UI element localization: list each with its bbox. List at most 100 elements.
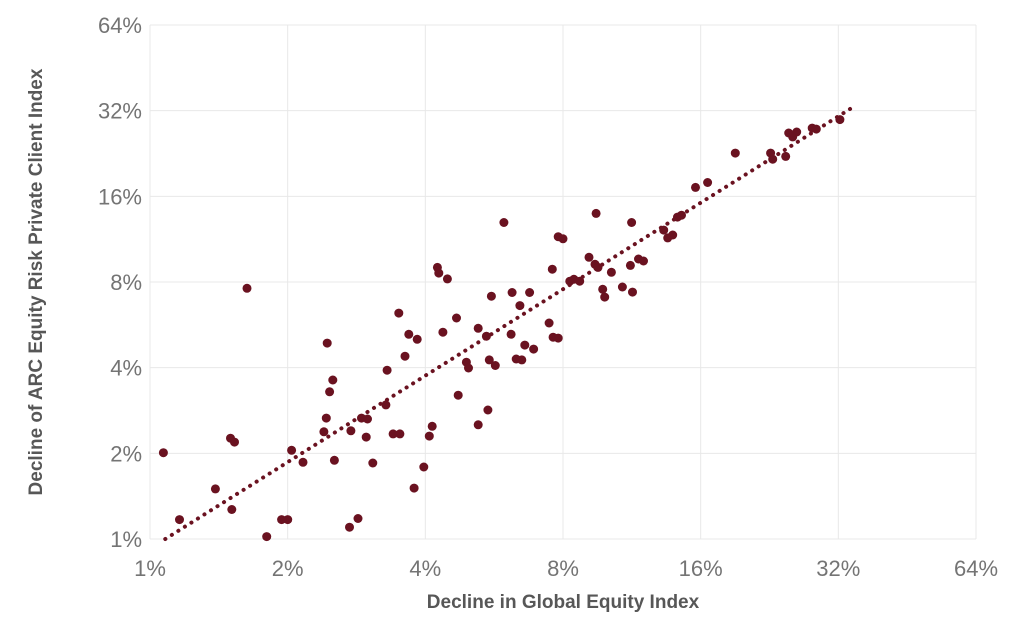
data-point [328,375,338,385]
data-point [419,462,429,472]
data-point [388,429,398,439]
data-point [659,225,669,235]
data-point [322,338,332,348]
data-point [617,282,627,292]
data-point [507,288,517,297]
data-point [591,208,601,218]
x-tick-label: 2% [272,556,304,581]
data-point [490,361,500,370]
y-tick-label: 2% [110,441,142,466]
data-point [381,400,391,410]
data-point [363,414,372,424]
data-point [283,515,293,525]
data-point [262,532,272,542]
trend-layer [163,106,853,541]
data-point [210,484,220,494]
data-point [319,427,329,437]
data-point [517,355,527,365]
data-point [424,431,434,441]
data-point [606,267,616,277]
data-point [691,182,700,192]
data-point [453,390,463,400]
y-tick-label: 16% [98,184,142,209]
x-tick-label: 1% [134,556,166,581]
data-point [394,308,404,318]
data-point [404,329,414,339]
data-point [553,333,563,343]
data-point [442,274,452,284]
y-tick-label: 32% [98,99,142,124]
data-point [639,256,648,266]
data-point [598,284,608,294]
data-point [395,429,405,439]
x-tick-label: 8% [547,556,579,581]
data-point [321,413,331,423]
data-point [486,291,496,301]
data-point [409,483,419,493]
data-point [175,515,184,525]
data-point [525,288,535,297]
data-point [520,340,530,350]
data-point [544,318,554,328]
x-tick-label: 64% [954,556,998,581]
data-point [361,432,371,442]
data-point [242,283,252,293]
data-point [473,323,483,333]
data-point [438,327,448,337]
data-point [627,218,637,227]
data-point [768,154,778,164]
data-point [792,127,802,137]
data-point [484,355,494,365]
x-axis-title: Decline in Global Equity Index [427,592,700,613]
x-tick-label: 32% [816,556,860,581]
data-point [368,458,378,468]
data-point [452,313,461,323]
data-point [227,505,237,514]
data-point [835,115,845,125]
tick-layer: 1% 2% 4% 8% 16% 32% 64% 1% 2% 4% 8% 16% 32% 64% [98,13,998,581]
data-point [230,437,239,447]
data-point [515,301,525,311]
data-point [506,329,516,339]
data-point [329,455,339,465]
data-point [628,287,637,297]
data-point [584,252,594,262]
x-tick-label: 4% [409,556,441,581]
data-point [287,445,297,455]
y-tick-label: 8% [110,270,142,295]
data-point [547,264,557,274]
data-point [353,514,363,523]
y-tick-label: 1% [110,527,142,552]
data-point [703,178,713,187]
x-tick-label: 16% [679,556,723,581]
data-point [730,148,740,158]
data-point [558,234,568,244]
data-point [158,448,168,458]
data-point [427,421,437,431]
data-point [325,387,335,397]
y-axis-title: Decline of ARC Equity Risk Private Clien… [26,68,47,495]
data-point [529,344,539,354]
data-point [481,331,491,341]
grid-layer [149,24,977,540]
data-point [345,522,354,532]
data-point [811,124,821,134]
data-point [400,351,410,361]
data-point [499,218,509,227]
data-point [575,276,585,286]
data-point [346,426,356,436]
data-point [464,363,473,373]
data-point [600,292,610,302]
data-point [473,420,483,430]
data-point [625,260,635,270]
data-point [434,268,444,278]
trend-line [163,106,853,541]
y-tick-label: 4% [110,356,142,381]
data-point [382,365,392,375]
data-point [412,334,422,344]
points-layer [158,115,845,542]
data-point [781,151,791,161]
data-point [677,210,686,220]
data-point [483,405,493,415]
